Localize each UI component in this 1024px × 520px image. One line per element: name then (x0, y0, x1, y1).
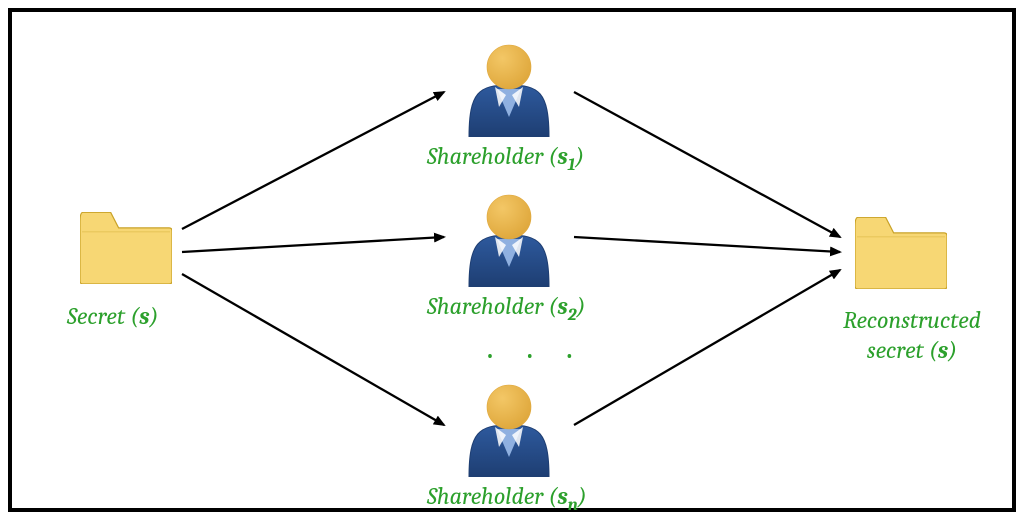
arrow-5 (574, 270, 840, 425)
arrow-3 (574, 92, 840, 237)
shareholder-icon-2 (459, 187, 559, 291)
shareholder-label-3: Shareholder (sn) (427, 482, 587, 515)
shareholder-label-2: Shareholder (s2) (427, 292, 585, 325)
arrow-2 (182, 274, 444, 425)
arrow-0 (182, 92, 444, 229)
shareholder-icon-3 (459, 377, 559, 481)
arrow-4 (574, 237, 840, 252)
diagram-frame: Secret (s) Reconstructedsecret (s) Share… (8, 8, 1016, 512)
arrow-1 (182, 237, 444, 252)
secret-label: Secret (s) (67, 302, 158, 330)
reconstructed-secret-label: Reconstructedsecret (s) (822, 305, 1002, 365)
ellipsis-dots: . . . (487, 335, 586, 365)
secret-folder-icon (80, 212, 172, 288)
shareholder-label-1: Shareholder (s1) (427, 142, 584, 175)
reconstructed-folder-icon (855, 217, 947, 293)
shareholder-icon-1 (459, 37, 559, 141)
